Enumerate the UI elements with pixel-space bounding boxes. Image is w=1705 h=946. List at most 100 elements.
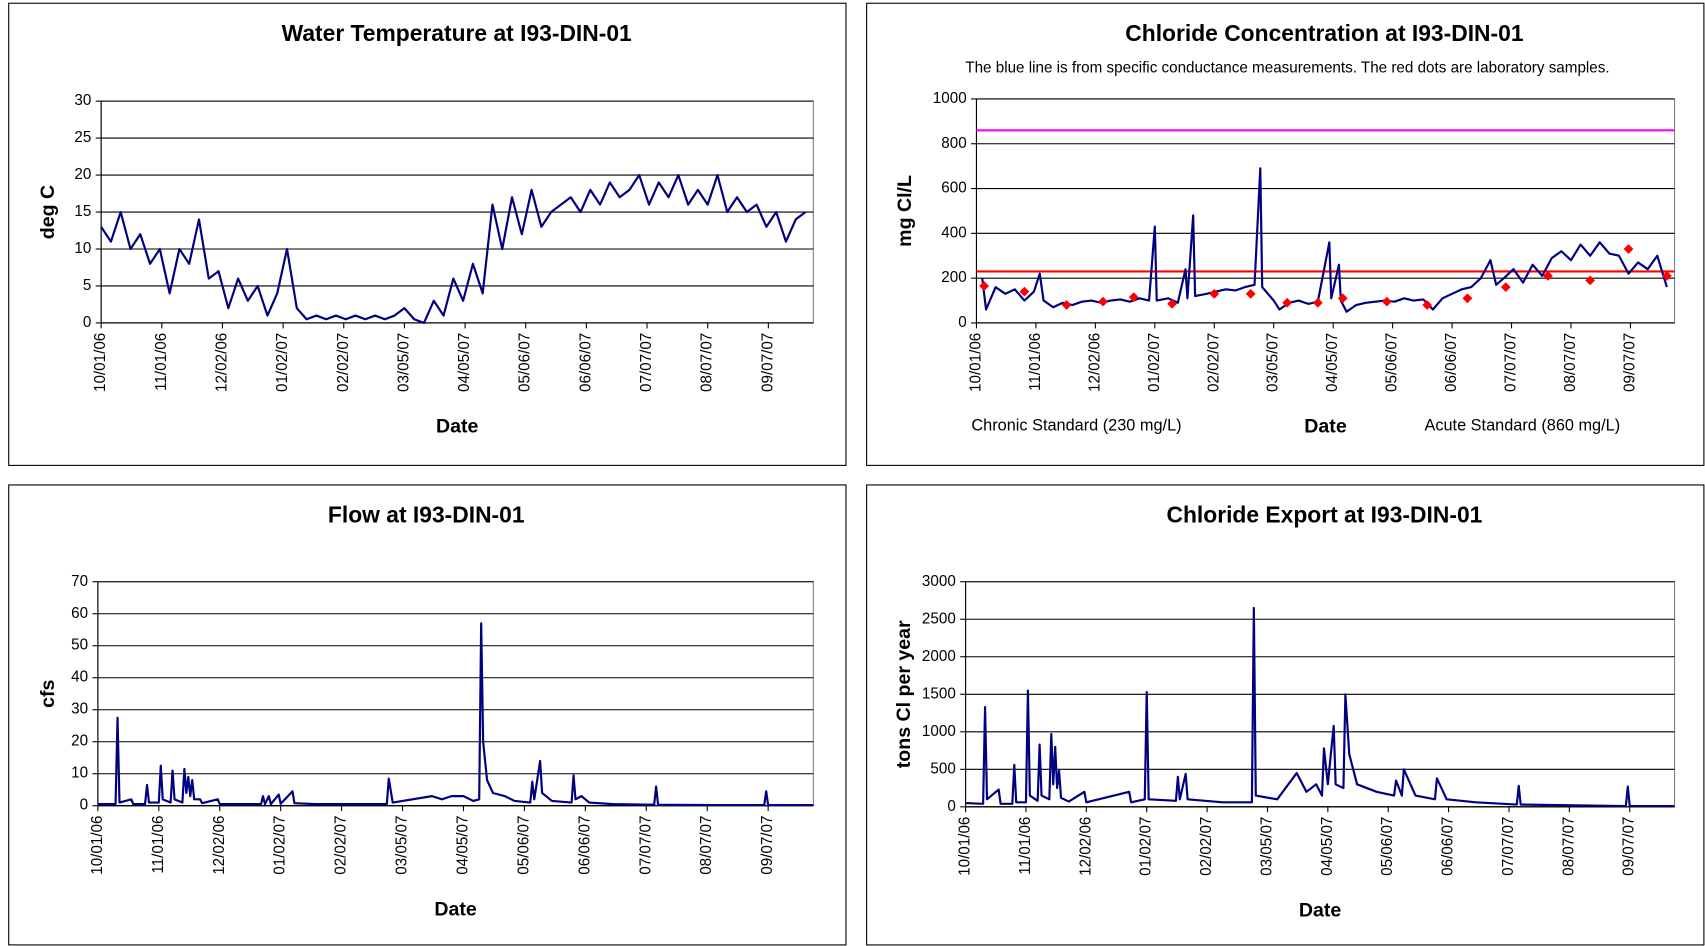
x-tick-label: 07/07/07 [637,816,654,875]
series-line [97,622,814,807]
y-tick-label: 600 [941,180,966,197]
y-tick-label: 1000 [933,90,967,107]
y-axis-label: tons Cl per year [893,620,915,768]
sample-point [1245,288,1256,299]
chart-panel: Flow at I93-DIN-01 0 10 20 30 40 50 60 70 10/01/0… [8,484,847,946]
x-tick-label: 04/05/07 [1319,817,1336,876]
x-tick-label: 08/07/07 [698,816,715,875]
x-tick-label: 03/05/07 [1265,333,1282,392]
y-tick-label: 0 [80,797,88,814]
y-axis-label: mg Cl/L [894,175,916,247]
series-line [965,606,1675,808]
chart-panel: Chloride Concentration at I93-DIN-01 The … [866,2,1705,466]
y-tick-label: 5 [83,277,91,294]
y-tick-label: 1000 [922,723,956,740]
sample-point [979,281,990,291]
sample-point [1381,296,1392,307]
y-tick-label: 70 [71,573,88,590]
sample-point [1098,296,1108,307]
sample-point [1167,299,1177,309]
x-tick-label: 07/07/07 [638,333,655,392]
x-tick-label: 08/07/07 [699,333,716,392]
plot-area [97,581,814,807]
x-tick-label: 03/05/07 [395,333,412,392]
sample-point [1500,282,1511,292]
series-line [100,173,807,325]
y-tick-label: 60 [71,605,88,622]
y-tick-label: 2000 [922,648,956,665]
y-tick-label: 10 [71,765,88,782]
y-tick-label: 1500 [922,685,956,702]
y-tick-label: 0 [83,314,91,331]
x-axis-label: Date [1304,416,1347,438]
y-tick-label: 0 [958,314,966,331]
y-tick-label: 50 [71,637,88,654]
y-tick-label: 30 [74,92,91,109]
reference-note: Chronic Standard (230 mg/L) [971,417,1181,435]
x-tick-label: 10/01/06 [957,817,974,876]
chart-panel: Water Temperature at I93-DIN-01 0 5 10 15 20 2… [8,2,847,466]
sample-point [1282,297,1293,308]
y-tick-label: 15 [74,203,91,220]
chart-title: Chloride Export at I93-DIN-01 [1166,502,1482,528]
x-tick-label: 12/02/06 [213,333,230,392]
x-tick-label: 12/02/06 [211,816,228,875]
x-tick-label: 09/07/07 [1621,817,1638,876]
x-tick-label: 11/01/06 [1017,817,1034,875]
x-tick-label: 07/07/07 [1500,817,1517,876]
y-tick-label: 30 [71,701,88,718]
x-tick-label: 05/06/07 [1384,333,1401,392]
x-tick-label: 08/07/07 [1560,817,1577,876]
x-tick-label: 12/02/06 [1077,817,1094,876]
x-tick-label: 02/02/07 [1205,333,1222,392]
x-tick-label: 03/05/07 [1258,817,1275,876]
x-tick-label: 06/06/07 [1440,817,1457,876]
sample-point [1462,293,1473,304]
x-tick-label: 06/06/07 [1443,333,1460,392]
sample-point [1337,293,1348,304]
y-tick-label: 0 [947,798,955,815]
x-tick-label: 05/06/07 [515,816,532,875]
x-tick-label: 02/02/07 [335,333,352,392]
x-tick-label: 04/05/07 [454,816,471,875]
chart-title: Water Temperature at I93-DIN-01 [282,20,632,46]
chart-title: Flow at I93-DIN-01 [328,502,525,528]
sample-point [1585,275,1596,286]
y-tick-label: 25 [74,129,91,146]
sample-point [1312,297,1323,308]
x-tick-label: 11/01/06 [1027,333,1044,391]
x-tick-label: 12/02/06 [1086,333,1103,392]
chart-title: Chloride Concentration at I93-DIN-01 [1125,20,1524,46]
x-tick-label: 01/02/07 [1138,817,1155,876]
y-axis-label: deg C [37,185,59,239]
sample-point [1209,288,1220,299]
x-tick-label: 01/02/07 [1146,333,1163,392]
x-axis-label: Date [1299,899,1342,921]
y-tick-label: 40 [71,669,88,686]
x-axis-label: Date [436,416,479,438]
x-tick-label: 10/01/06 [89,816,106,875]
plot-area [975,98,1676,324]
x-tick-label: 10/01/06 [92,333,109,392]
chart-subtitle: The blue line is from specific conductan… [965,60,1609,77]
y-tick-label: 2500 [922,610,956,627]
x-tick-label: 01/02/07 [274,333,291,392]
x-tick-label: 05/06/07 [1379,817,1396,876]
reference-note: Acute Standard (860 mg/L) [1424,417,1620,435]
x-tick-label: 10/01/06 [967,333,984,392]
y-tick-label: 800 [941,135,966,152]
y-tick-label: 20 [71,733,88,750]
x-tick-label: 09/07/07 [759,333,776,392]
x-tick-label: 02/02/07 [1198,817,1215,876]
x-tick-label: 07/07/07 [1503,333,1520,392]
x-tick-label: 06/06/07 [576,816,593,875]
x-tick-label: 01/02/07 [272,816,289,875]
x-tick-label: 04/05/07 [456,333,473,392]
x-tick-label: 09/07/07 [1621,333,1638,392]
x-tick-label: 05/06/07 [517,333,534,392]
x-axis-label: Date [434,898,477,920]
x-tick-label: 11/01/06 [150,816,167,874]
x-tick-label: 06/06/07 [577,333,594,392]
